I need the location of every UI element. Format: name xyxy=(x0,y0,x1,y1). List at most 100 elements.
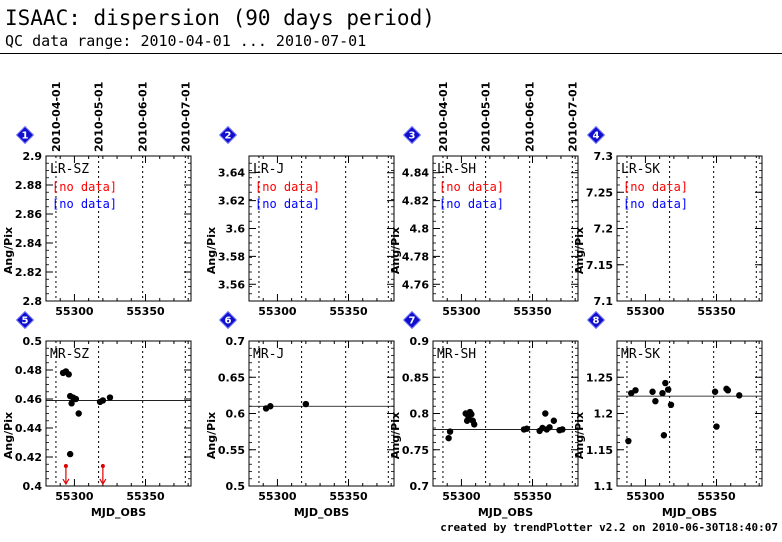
data-point xyxy=(523,425,531,432)
date-axis-label: 2010-06-01 xyxy=(524,82,537,152)
y-tick-label: 0.7 xyxy=(226,335,246,348)
y-axis-label: Ang/Pix xyxy=(573,412,586,459)
panel-number-badge xyxy=(586,125,606,145)
plot-frame xyxy=(248,340,395,487)
date-axis-label: 2010-05-01 xyxy=(480,82,493,152)
y-axis-label: Ang/Pix xyxy=(2,412,15,459)
data-point xyxy=(660,432,668,439)
y-tick-label: 3.56 xyxy=(218,278,245,291)
x-tick-label: 55350 xyxy=(126,490,165,503)
page-subtitle: QC data range: 2010-04-01 ... 2010-07-01 xyxy=(5,32,367,50)
y-tick-label: 0.4 xyxy=(23,480,43,493)
data-point xyxy=(267,403,274,410)
x-axis-label: MJD_OBS xyxy=(294,506,349,519)
panel-lr-sz: 2.8 2.82 2.84 2.86 2.88 2.9 55300 55350 2010-04-… xyxy=(2,82,192,318)
panel-number-badge xyxy=(586,310,606,330)
panel-mr-j: 0.5 0.55 0.6 0.65 0.7 55300 55350 Ang/Pix MJD_OB… xyxy=(205,310,395,519)
x-axis-label: MJD_OBS xyxy=(478,506,533,519)
panel-lr-sk: 7.1 7.15 7.2 7.25 7.3 55300 55350 Ang/Pix LR-SK [… xyxy=(573,125,763,318)
y-tick-label: 7.15 xyxy=(586,259,613,272)
y-tick-label: 0.9 xyxy=(410,335,430,348)
y-tick-label: 4.84 xyxy=(402,167,429,180)
limit-arrow-tip xyxy=(62,478,70,486)
no-data-label: [no data] xyxy=(439,180,504,194)
y-tick-label: 7.25 xyxy=(586,186,613,199)
y-tick-label: 7.3 xyxy=(594,150,614,163)
date-axis-label: 2010-04-01 xyxy=(437,82,450,152)
data-point xyxy=(445,434,452,442)
panel-number-badge xyxy=(15,310,35,330)
plot-frame xyxy=(248,155,395,302)
y-tick-label: 0.5 xyxy=(23,335,43,348)
panel-number: 7 xyxy=(409,316,416,327)
data-point xyxy=(468,411,475,418)
x-tick-label: 55300 xyxy=(626,305,665,318)
panel-lr-j: 3.56 3.58 3.6 3.62 3.64 55300 55350 Ang/Pix LR-J… xyxy=(205,125,395,318)
data-point xyxy=(659,390,666,397)
no-data-label: [no data] xyxy=(439,197,504,211)
y-tick-label: 0.42 xyxy=(15,451,42,464)
x-tick-label: 55350 xyxy=(329,490,368,503)
x-tick-label: 55350 xyxy=(329,305,368,318)
data-point xyxy=(446,428,454,435)
data-point xyxy=(99,397,107,404)
data-point xyxy=(65,371,72,378)
data-point xyxy=(471,421,478,428)
y-tick-label: 2.88 xyxy=(15,179,42,192)
x-tick-label: 55350 xyxy=(697,305,736,318)
panel-title: MR-SK xyxy=(621,347,660,362)
y-tick-label: 1.15 xyxy=(586,444,613,457)
data-point xyxy=(713,423,720,430)
y-tick-label: 0.85 xyxy=(402,371,429,384)
y-axis-label: Ang/Pix xyxy=(2,227,15,274)
y-tick-label: 0.6 xyxy=(226,408,246,421)
no-data-label: [no data] xyxy=(623,197,688,211)
y-tick-label: 0.55 xyxy=(218,444,245,457)
footer-credit: created by trendPlotter v2.2 on 2010-06-… xyxy=(440,521,778,534)
panel-mr-sz: 0.4 0.42 0.44 0.46 0.48 0.5 55300 55350 Ang/Pix M… xyxy=(2,310,192,519)
date-axis-label: 2010-06-01 xyxy=(137,82,150,152)
x-tick-label: 55350 xyxy=(697,490,736,503)
data-point xyxy=(736,392,743,399)
limit-arrow-tip xyxy=(99,478,107,486)
panel-number-badge xyxy=(402,125,422,145)
panel-number: 5 xyxy=(22,316,29,327)
x-tick-label: 55300 xyxy=(258,490,297,503)
y-tick-label: 0.44 xyxy=(15,422,42,435)
date-axis-label: 2010-07-01 xyxy=(566,82,579,152)
y-tick-label: 3.64 xyxy=(218,167,245,180)
x-tick-label: 55300 xyxy=(442,490,481,503)
date-axis-label: 2010-04-01 xyxy=(50,82,63,152)
y-tick-label: 2.9 xyxy=(23,150,43,163)
panel-number: 4 xyxy=(593,131,600,142)
panel-title: MR-J xyxy=(253,347,284,362)
x-axis-label: MJD_OBS xyxy=(662,506,717,519)
data-point xyxy=(667,401,675,408)
panel-number-badge xyxy=(402,310,422,330)
y-axis-label: Ang/Pix xyxy=(389,227,402,274)
panel-number: 1 xyxy=(22,131,29,142)
y-tick-label: 4.8 xyxy=(410,223,430,236)
panel-number-badge xyxy=(15,125,35,145)
data-point xyxy=(724,387,732,394)
data-point xyxy=(662,379,669,387)
y-axis-label: Ang/Pix xyxy=(389,412,402,459)
data-point xyxy=(302,400,310,408)
data-point xyxy=(649,388,656,395)
y-axis-label: Ang/Pix xyxy=(205,227,218,274)
y-tick-label: 2.86 xyxy=(15,208,42,221)
y-tick-label: 3.6 xyxy=(226,223,246,236)
panel-mr-sk: 1.1 1.15 1.2 1.25 55300 55350 Ang/Pix MJD_OBS MR… xyxy=(573,310,763,519)
page-title: ISAAC: dispersion (90 days period) xyxy=(5,6,435,30)
panel-title: LR-SK xyxy=(621,162,660,177)
panel-title: LR-J xyxy=(253,162,284,177)
y-axis-label: Ang/Pix xyxy=(205,412,218,459)
x-tick-label: 55300 xyxy=(55,490,94,503)
panel-number-badge xyxy=(218,310,238,330)
no-data-label: [no data] xyxy=(255,180,320,194)
date-axis-label: 2010-05-01 xyxy=(93,82,106,152)
data-point xyxy=(550,417,558,424)
data-point xyxy=(72,395,80,403)
y-tick-label: 2.8 xyxy=(23,295,43,308)
